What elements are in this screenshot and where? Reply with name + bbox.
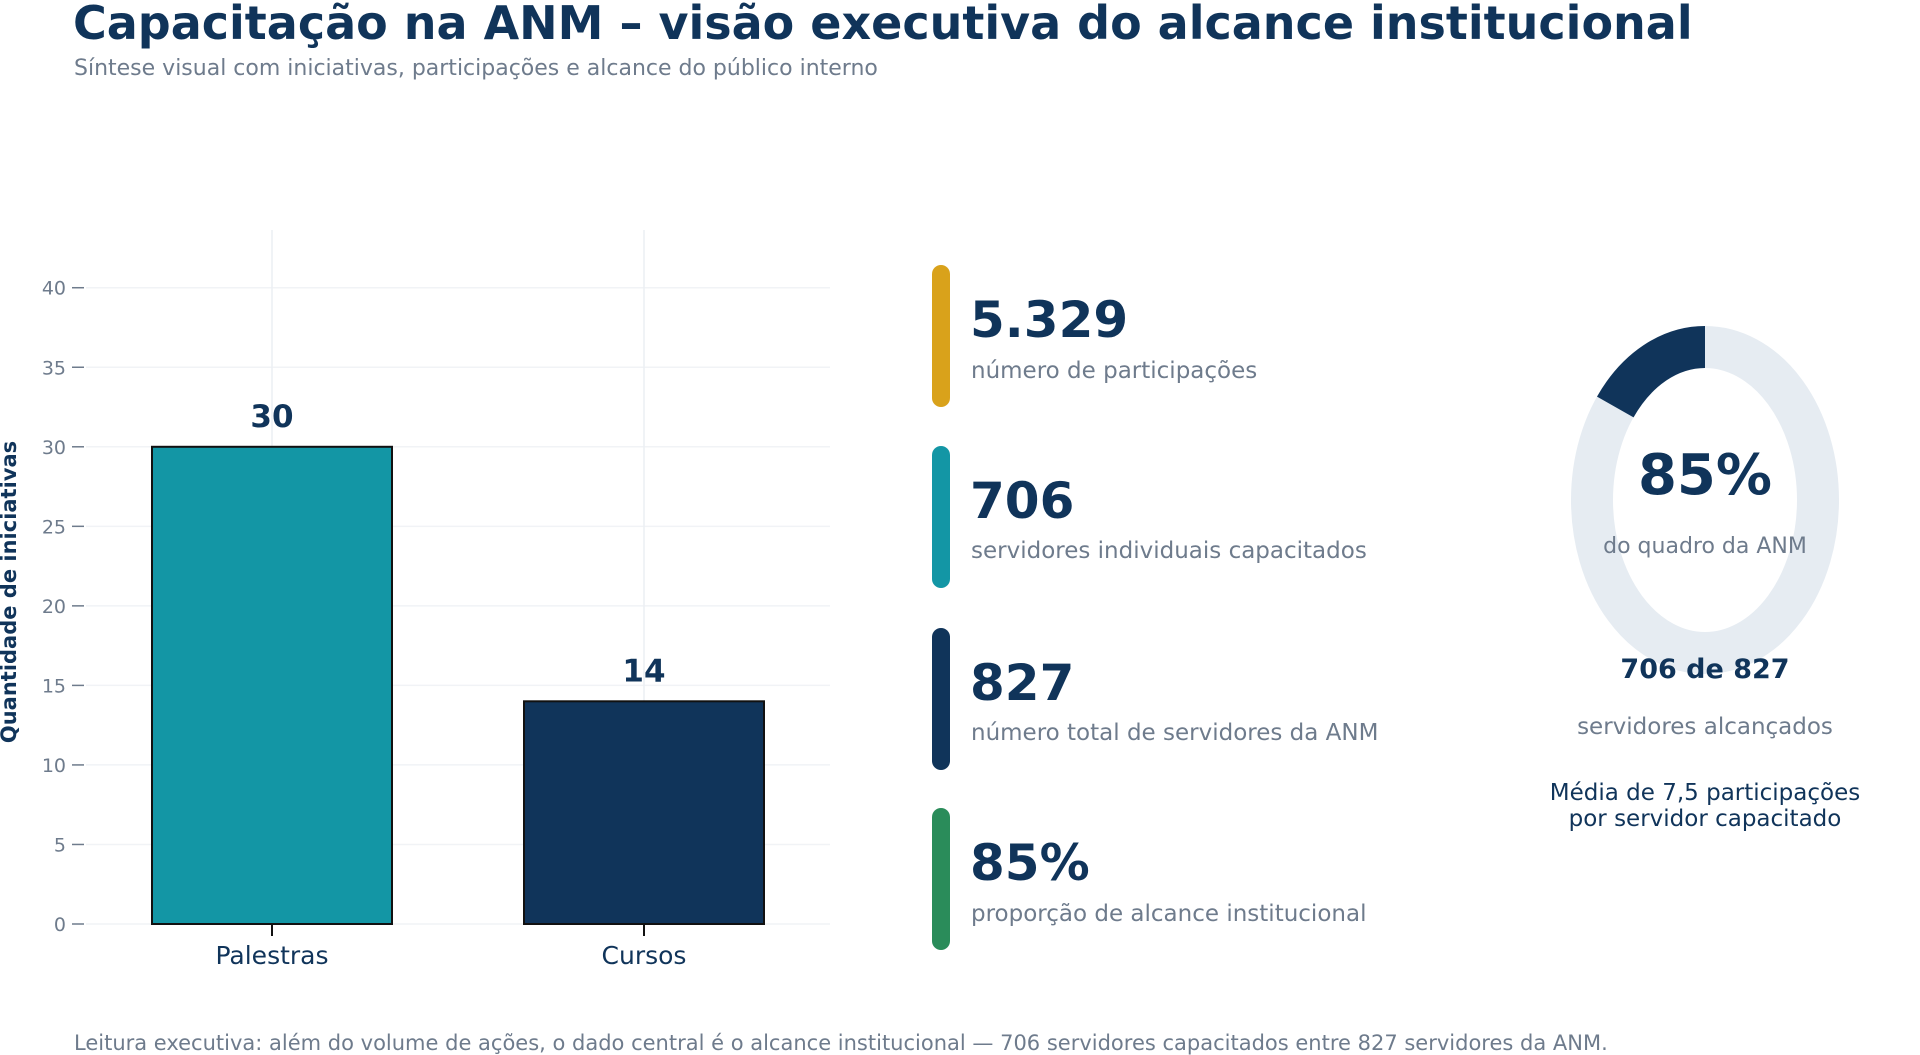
bar-palestras — [151, 445, 393, 925]
y-tick-label: 10 — [42, 755, 66, 777]
donut-count: 706 de 827 — [1620, 654, 1790, 685]
page-title: Capacitação na ANM – visão executiva do … — [73, 0, 1693, 50]
bar-cursos — [523, 700, 765, 926]
kpi-label-participations: número de participações — [971, 358, 1258, 384]
y-tick-label: 30 — [42, 437, 66, 459]
kpi-value-total-staff: 827 — [970, 654, 1075, 712]
kpi-value-reach: 85% — [970, 834, 1090, 892]
y-tick-label: 20 — [42, 596, 66, 618]
donut-highlight-segment — [1597, 326, 1706, 418]
kpi-label-total-staff: número total de servidores da ANM — [971, 720, 1379, 746]
donut-percent: 85% — [1637, 443, 1773, 508]
y-tick-label: 0 — [54, 914, 66, 936]
donut-average-note: Média de 7,5 participações por servidor … — [1530, 780, 1880, 833]
kpi-accent-bar-participations — [932, 265, 950, 407]
page-subtitle: Síntese visual com iniciativas, particip… — [74, 56, 878, 81]
bar-value-label: 30 — [250, 399, 293, 435]
donut-percent-caption: do quadro da ANM — [1603, 534, 1807, 559]
kpi-value-participations: 5.329 — [970, 291, 1129, 349]
y-tick-label: 5 — [54, 834, 66, 856]
bar-value-label: 14 — [622, 653, 665, 689]
kpi-label-reach: proporção de alcance institucional — [971, 901, 1367, 927]
kpi-accent-bar-total-staff — [932, 628, 950, 770]
y-tick-label: 35 — [42, 357, 66, 379]
y-tick-label: 25 — [42, 516, 66, 538]
y-tick-label: 40 — [42, 278, 66, 300]
donut-average-line-2: por servidor capacitado — [1568, 806, 1842, 833]
donut-count-caption: servidores alcançados — [1577, 714, 1833, 740]
footer-note: Leitura executiva: além do volume de açõ… — [74, 1031, 1608, 1055]
donut-chart — [1571, 326, 1839, 674]
kpi-accent-bar-trained — [932, 446, 950, 588]
bar-chart: 0 5 10 15 20 25 30 35 40 Quantidade de iniciativa… — [0, 230, 830, 970]
donut-average-line-1: Média de 7,5 participações — [1549, 780, 1861, 806]
y-tick-label: 15 — [42, 675, 66, 697]
y-axis-label: Quantidade de iniciativas — [0, 441, 21, 743]
kpi-value-trained: 706 — [970, 472, 1075, 530]
kpi-label-trained: servidores individuais capacitados — [971, 538, 1367, 564]
x-tick-label: Palestras — [215, 941, 328, 970]
kpi-accent-bar-reach — [932, 808, 950, 950]
x-tick-label: Cursos — [602, 941, 687, 970]
